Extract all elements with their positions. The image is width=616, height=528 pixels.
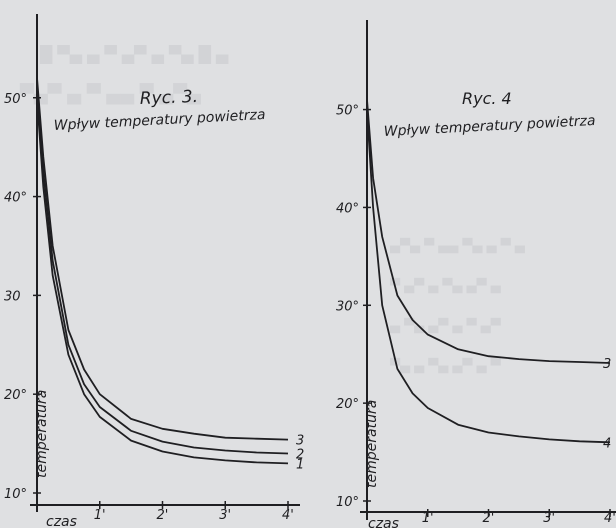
svg-text:█ ▀▄ ▄ ▀ ▄▀ ▄ ▀▄ █ ▄: █ ▀▄ ▄ ▀ ▄▀ ▄ ▀▄ █ ▄: [39, 44, 229, 64]
x-tick-label: 4': [604, 511, 616, 526]
svg-text:▀▄▀ ▄ ▀ ▄▄ ▀ ▄▀▄: ▀▄▀ ▄ ▀ ▄▄ ▀ ▄▀▄: [19, 83, 202, 105]
chart-title: Ryc. 4: [462, 89, 512, 108]
series-label-3: 3: [603, 357, 611, 372]
y-tick-label: 30: [4, 289, 21, 304]
svg-text:▀▄ ▄ ▀▄ ▄▀ ▄ ▀: ▀▄ ▄ ▀▄ ▄▀ ▄ ▀: [389, 357, 502, 374]
series-label-1: 1: [296, 457, 304, 472]
y-tick-label: 50°: [336, 104, 359, 119]
y-tick-label: 10°: [4, 487, 27, 502]
series-label-4: 4: [603, 436, 611, 451]
x-tick-label: 4': [282, 508, 294, 523]
series-label-2: 2: [296, 447, 304, 462]
series-line-2: [36, 87, 289, 455]
x-axis-label: czas: [368, 516, 399, 528]
x-axis-label: czas: [46, 514, 77, 528]
x-tick-label: 2': [483, 511, 495, 526]
svg-text:▀ ▄▀ ▄ ▀▄ ▄▀ ▄: ▀ ▄▀ ▄ ▀▄ ▄▀ ▄: [389, 277, 502, 294]
x-tick-label: 1': [422, 511, 434, 526]
series-line-4: [366, 109, 611, 444]
y-axis-label: temperatura: [34, 390, 50, 478]
y-tick-label: 30°: [336, 299, 359, 314]
svg-text:▄▀▄ ▀ ▄▄ ▀▄ ▄ ▀ ▄: ▄▀▄ ▀ ▄▄ ▀▄ ▄ ▀ ▄: [389, 237, 526, 254]
x-tick-label: 2': [157, 508, 169, 523]
svg-text:▄ ▀▄ ▄▀ ▄ ▀ ▄▀: ▄ ▀▄ ▄▀ ▄ ▀ ▄▀: [389, 317, 502, 334]
x-tick-label: 3': [543, 511, 555, 526]
x-tick-label: 3': [219, 508, 231, 523]
y-tick-label: 10°: [336, 495, 359, 510]
y-tick-label: 20°: [336, 397, 359, 412]
chart-title: Ryc. 3.: [139, 87, 198, 109]
y-axis-label: temperatura: [364, 400, 380, 488]
series-line-1: [36, 97, 289, 465]
series-line-3: [366, 99, 611, 364]
x-tick-label: 1': [94, 508, 106, 523]
series-line-3: [36, 77, 289, 441]
y-tick-label: 40°: [4, 191, 27, 206]
series-label-3: 3: [296, 434, 304, 449]
y-tick-label: 50°: [4, 92, 27, 107]
y-tick-label: 20°: [4, 388, 27, 403]
y-tick-label: 40°: [336, 201, 359, 216]
